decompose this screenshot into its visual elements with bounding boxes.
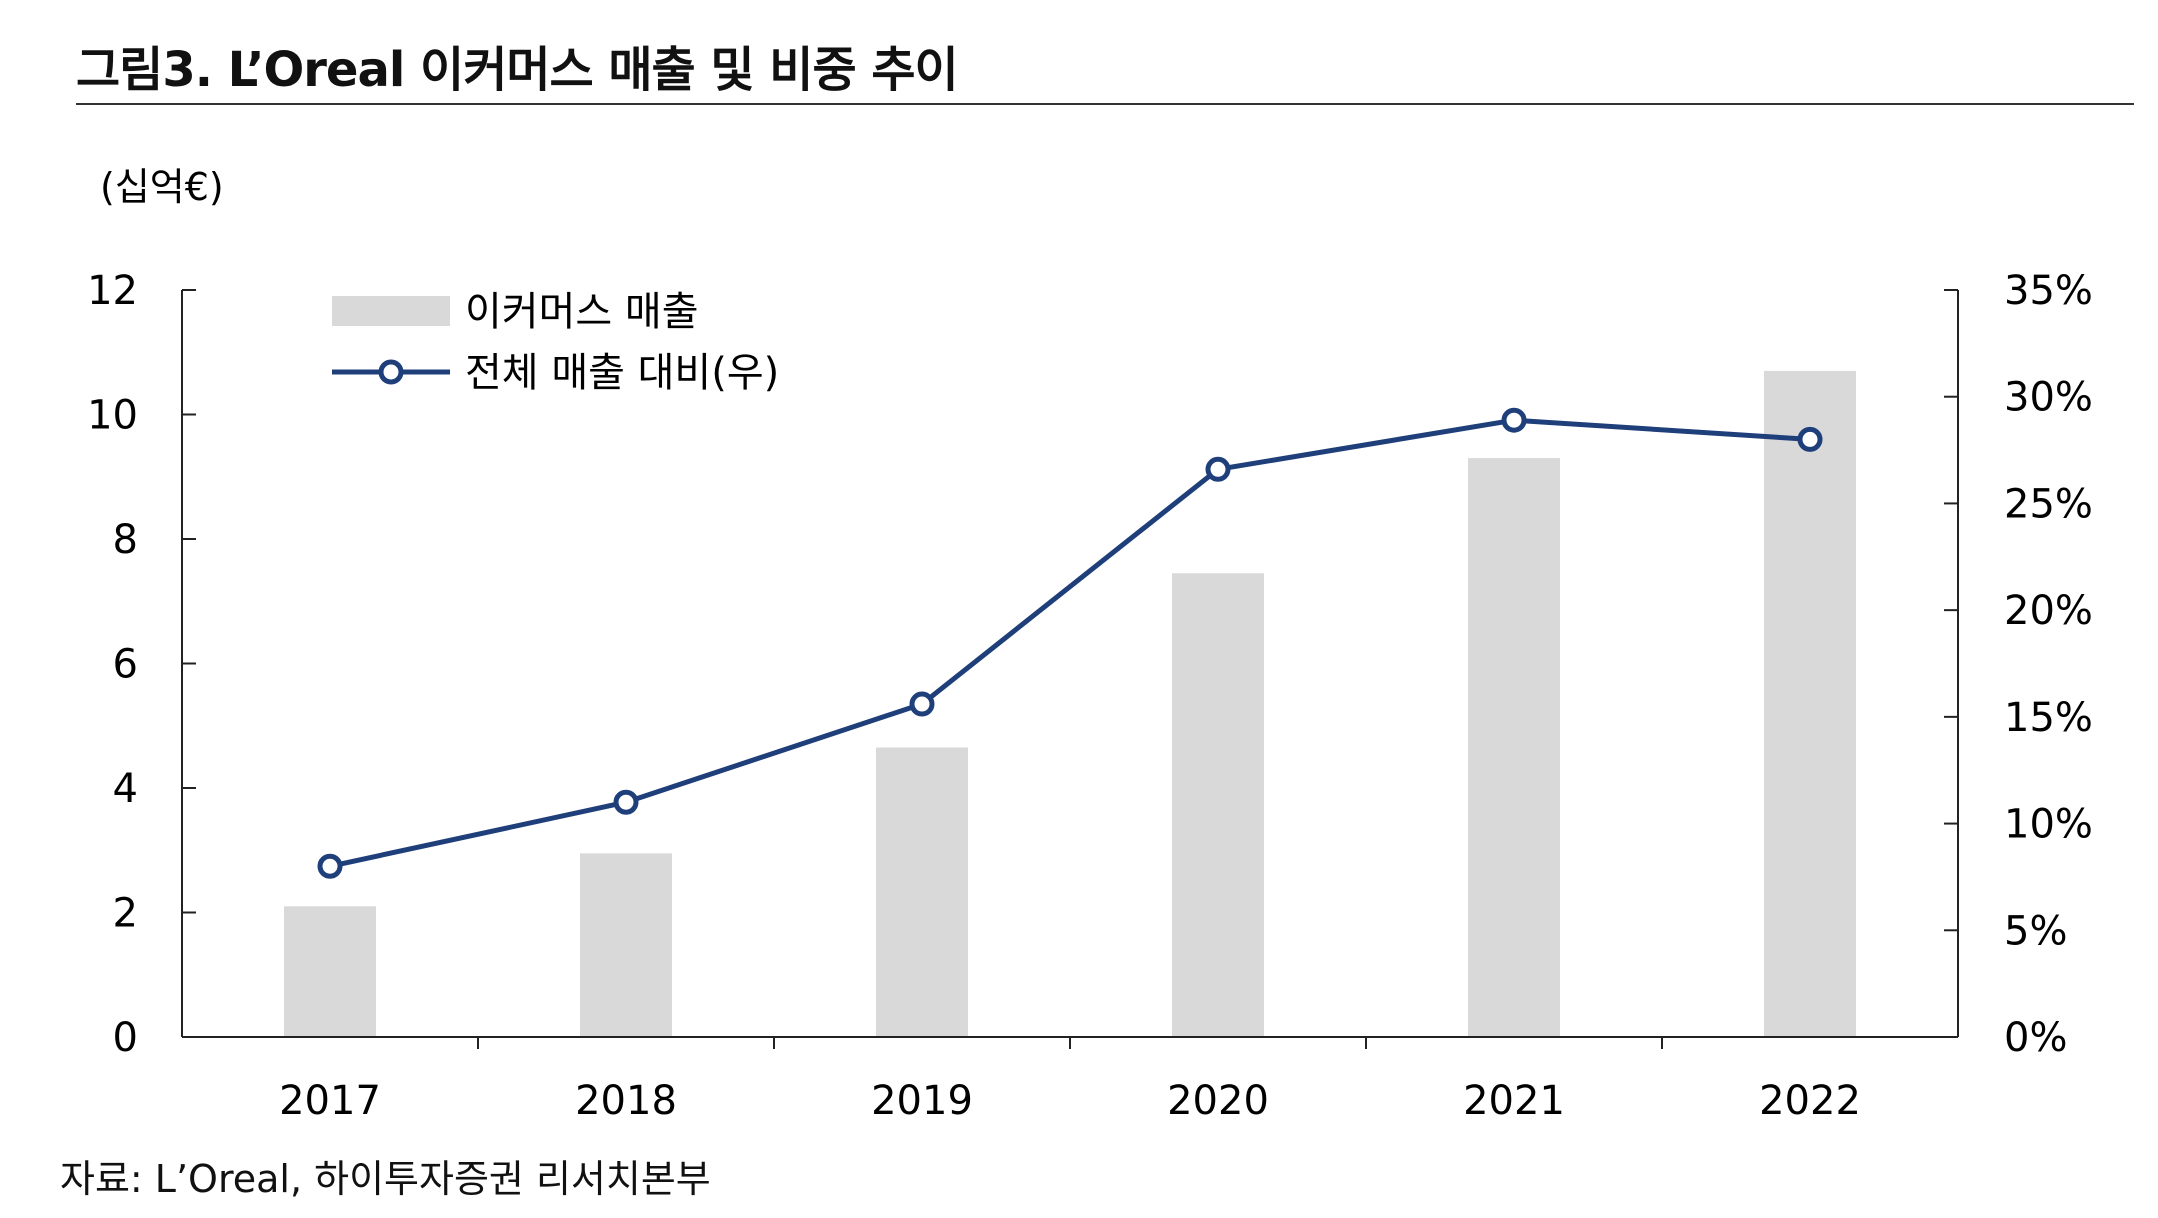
- title-divider: [76, 103, 2134, 105]
- y2-tick-label: 0%: [2004, 1015, 2067, 1061]
- bar: [284, 906, 376, 1037]
- bar: [580, 853, 672, 1037]
- y2-tick-label: 5%: [2004, 908, 2067, 954]
- y-tick-label: 12: [87, 268, 138, 314]
- y2-tick-label: 25%: [2004, 481, 2093, 527]
- line-point: [613, 789, 639, 815]
- bar: [1172, 573, 1264, 1037]
- y2-tick-label: 15%: [2004, 695, 2093, 741]
- y-tick-label: 0: [113, 1015, 138, 1061]
- line-series: [317, 407, 1823, 879]
- legend-marker: [378, 359, 404, 385]
- bar: [1764, 370, 1856, 1037]
- x-tick-label: 2017: [279, 1078, 381, 1124]
- y-tick-label: 2: [113, 891, 138, 937]
- y-tick-label: 4: [113, 766, 138, 812]
- line-point: [1501, 407, 1527, 433]
- y-axis-label: (십억€): [100, 165, 224, 209]
- legend-label-bar: 이커머스 매출: [465, 289, 699, 335]
- x-tick-label: 2022: [1759, 1078, 1861, 1124]
- bar: [876, 747, 968, 1037]
- legend-swatch-bar: [332, 296, 450, 326]
- y2-tick-label: 35%: [2004, 268, 2093, 314]
- y-tick-label: 10: [87, 393, 138, 439]
- line-path: [329, 417, 1811, 869]
- bar: [1468, 458, 1560, 1037]
- line-point: [1205, 456, 1231, 482]
- x-tick-label: 2021: [1463, 1078, 1565, 1124]
- bar-series: [284, 370, 1856, 1037]
- x-tick-label: 2019: [871, 1078, 973, 1124]
- axes: 0 2 4 6 8 10 12 0% 5% 10% 15% 20% 25% 30% 35% 2017 2018 2…: [87, 268, 2093, 1124]
- x-tick-label: 2018: [575, 1078, 677, 1124]
- y-tick-label: 8: [113, 517, 138, 563]
- x-tick-label: 2020: [1167, 1078, 1269, 1124]
- y2-tick-label: 10%: [2004, 802, 2093, 848]
- line-point: [1797, 426, 1823, 452]
- chart-title: 그림3. L’Oreal 이커머스 매출 및 비중 추이: [76, 42, 959, 98]
- source-note: 자료: L’Oreal, 하이투자증권 리서치본부: [60, 1157, 711, 1201]
- y-tick-label: 6: [113, 642, 138, 688]
- legend-label-line: 전체 매출 대비(우): [465, 350, 779, 396]
- line-point: [909, 691, 935, 717]
- line-point: [317, 853, 343, 879]
- y2-tick-label: 20%: [2004, 588, 2093, 634]
- legend: 이커머스 매출 전체 매출 대비(우): [332, 289, 779, 396]
- y2-tick-label: 30%: [2004, 375, 2093, 421]
